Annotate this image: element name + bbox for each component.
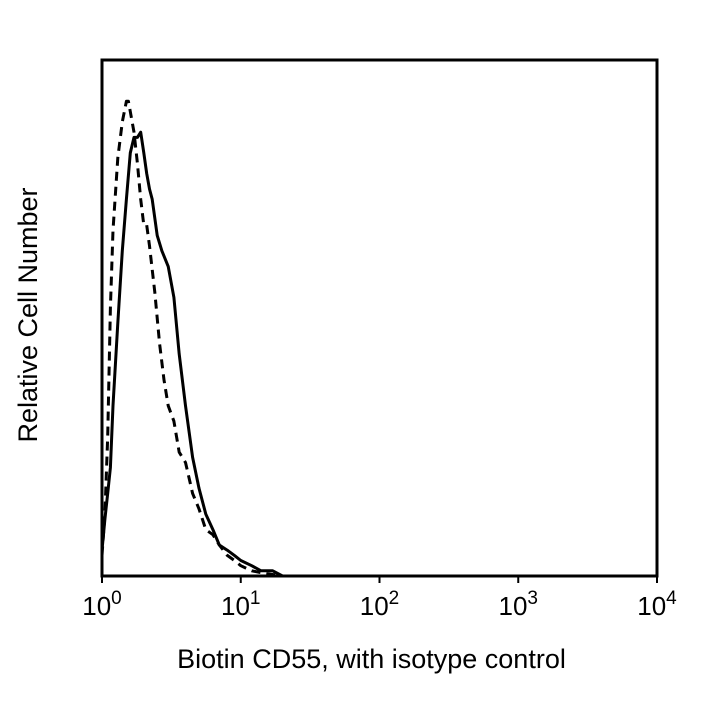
y-axis-label: Relative Cell Number: [13, 187, 43, 442]
x-tick-label: 101: [221, 588, 261, 621]
x-tick-label: 103: [499, 588, 539, 621]
x-axis-label: Biotin CD55, with isotype control: [177, 644, 566, 674]
x-axis-ticks: 100 101 102 103 104: [82, 576, 677, 621]
x-tick-label: 100: [82, 588, 122, 621]
plot-frame: [100, 58, 659, 578]
series-lines: [100, 99, 657, 578]
x-tick-label: 102: [360, 588, 400, 621]
isotype-control-series-line: [100, 99, 657, 578]
cd55-series-line: [100, 130, 657, 578]
x-tick-label: 104: [637, 588, 677, 621]
